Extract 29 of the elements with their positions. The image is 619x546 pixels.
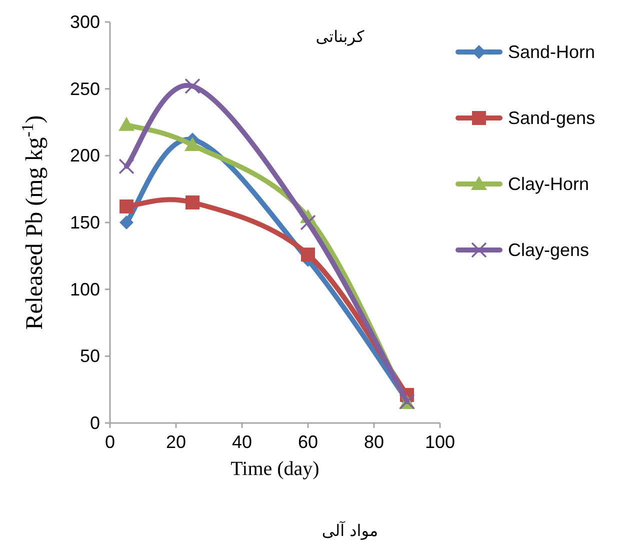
x-tick-label: 0 [104,432,116,452]
point [186,195,200,210]
y-tick-label: 250 [70,78,100,99]
point [301,248,315,262]
x-axis-title: Time (day) [230,458,320,480]
legend-label: Clay-gens [508,240,590,260]
chart-title: کربناتی [316,27,365,46]
point [118,158,134,174]
y-tick-label: 150 [70,212,100,232]
x-tick-label: 100 [424,432,456,452]
text: مواد آلی [322,520,378,540]
point [184,78,200,94]
legend-label: Sand-gens [508,108,596,128]
legend-label: Sand-Horn [508,42,596,62]
y-tick-label: 100 [70,279,100,300]
point [120,199,134,214]
x-tick-label: 40 [232,432,252,452]
legend-label: Clay-Horn [508,174,590,194]
y-tick-label: 50 [80,346,100,366]
x-tick-label: 80 [364,432,384,452]
x-tick-label: 20 [166,432,186,452]
y-tick-label: 300 [70,12,100,32]
y-tick-label: 0 [90,413,100,433]
point [120,216,134,230]
point [118,116,134,131]
point [184,136,200,151]
y-tick-label: 200 [70,146,100,166]
x-tick-label: 60 [298,432,318,452]
point [300,214,316,230]
